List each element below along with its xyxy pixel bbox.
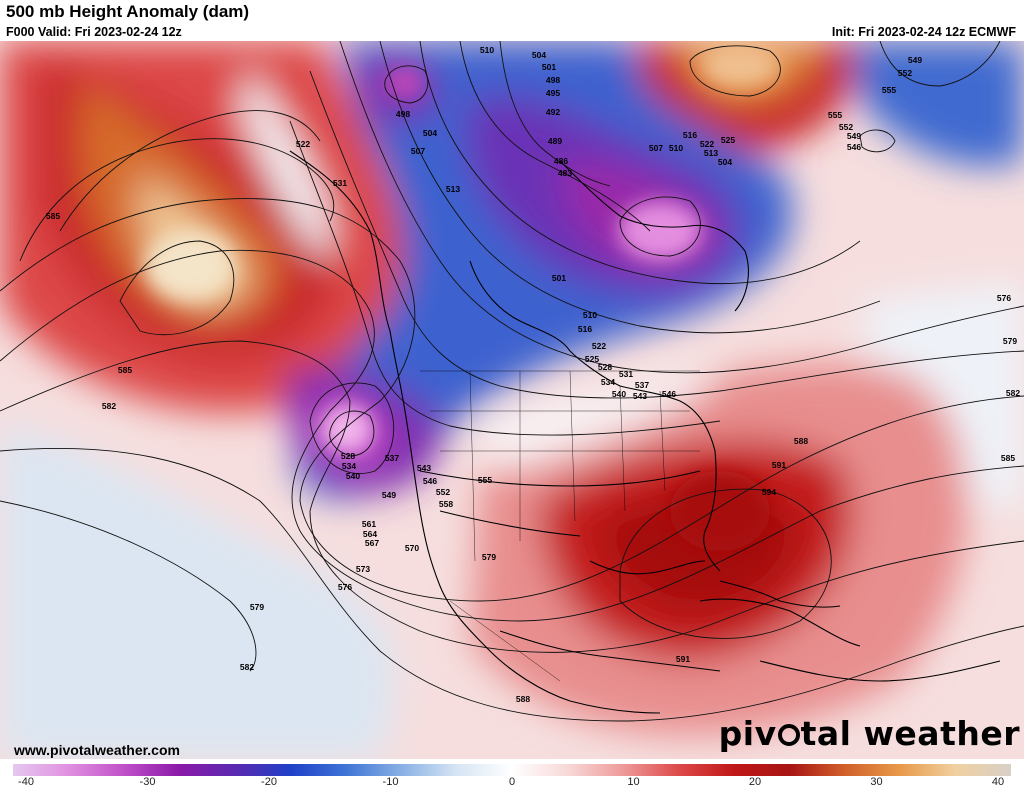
init-time: Init: Fri 2023-02-24 12z ECMWF	[831, 25, 1016, 39]
height-contours	[0, 41, 1024, 722]
contour-label: 489	[548, 136, 562, 146]
contour-labels: 510 5045014984954924894864834985045075225…	[46, 45, 1020, 704]
contour-label: 585	[1001, 453, 1015, 463]
contour-label: 492	[546, 107, 560, 117]
pivotal-weather-logo: piv tal weather	[718, 714, 1020, 753]
contour-label: 504	[532, 50, 546, 60]
contour-label: 576	[997, 293, 1011, 303]
contour-label: 507	[411, 146, 425, 156]
contour-label: 591	[676, 654, 690, 664]
contour-label: 579	[250, 602, 264, 612]
contour-label: 534	[342, 461, 356, 471]
colorbar-tick-label: 40	[991, 776, 1005, 788]
contour-label: 582	[240, 662, 254, 672]
contour-label: 504	[423, 128, 437, 138]
contour-label: 513	[446, 184, 460, 194]
colorbar-tick-label: -40	[18, 776, 34, 788]
contour-label: 501	[552, 273, 566, 283]
contour-label: 558	[439, 499, 453, 509]
anomaly-cores	[145, 44, 780, 551]
colorbar-tick-label: -30	[139, 776, 156, 788]
colorbar-tick-label: -10	[382, 776, 399, 788]
contour-label: 528	[341, 451, 355, 461]
contour-label: 579	[1003, 336, 1017, 346]
contour-label: 591	[772, 460, 786, 470]
contour-label: 531	[619, 369, 633, 379]
contour-label: 513	[704, 148, 718, 158]
logo-o-icon	[777, 724, 800, 746]
contour-label: 534	[601, 377, 615, 387]
colorbar-tick-label: 10	[627, 776, 640, 788]
contour-label: 549	[382, 490, 396, 500]
contour-label: 537	[635, 380, 649, 390]
state-borders	[420, 370, 700, 682]
contour-label: 522	[700, 139, 714, 149]
contour-label: 561	[362, 519, 376, 529]
contour-label: 552	[898, 68, 912, 78]
contour-label: 594	[762, 487, 776, 497]
contour-label: 531	[333, 178, 347, 188]
contour-label: 555	[828, 110, 842, 120]
contour-label: 588	[794, 436, 808, 446]
contour-label: 546	[662, 389, 676, 399]
contour-label: 516	[578, 324, 592, 334]
contour-label: 528	[598, 362, 612, 372]
contour-label: 549	[908, 55, 922, 65]
contour-label: 564	[363, 529, 377, 539]
contour-label: 522	[592, 341, 606, 351]
contour-label: 510	[583, 310, 597, 320]
contour-label: 540	[346, 471, 360, 481]
contour-label: 567	[365, 538, 379, 548]
contour-label: 504	[718, 157, 732, 167]
contour-label: 483	[558, 168, 572, 178]
contour-label: 585	[46, 211, 60, 221]
contour-label: 525	[721, 135, 735, 145]
contour-label: 495	[546, 88, 560, 98]
contour-label: 582	[1006, 388, 1020, 398]
coastlines	[289, 150, 1001, 714]
colorbar-tick-label: -20	[261, 776, 277, 788]
colorbar-tick-label: 30	[870, 776, 883, 788]
contour-label: 579	[482, 552, 496, 562]
contour-label: 588	[516, 694, 530, 704]
contour-label: 546	[423, 476, 437, 486]
contour-label: 510	[669, 143, 683, 153]
contour-label: 546	[847, 142, 861, 152]
contour-label: 585	[118, 365, 132, 375]
contour-label: 555	[478, 475, 492, 485]
valid-time: F000 Valid: Fri 2023-02-24 12z	[6, 25, 182, 39]
contour-label: 486	[554, 156, 568, 166]
contour-label: 576	[338, 582, 352, 592]
height-anomaly-map[interactable]: 510 504 501 498 495 492 489 486 483 498 504 507 522 5…	[0, 41, 1024, 759]
colorbar-tick-label: 20	[748, 776, 762, 788]
contour-label: 510	[480, 45, 494, 55]
contour-label: 498	[396, 109, 410, 119]
contour-label: 522	[296, 139, 310, 149]
colorbar-tick-label: 0	[508, 776, 516, 788]
contour-label: 582	[102, 401, 116, 411]
map-title: 500 mb Height Anomaly (dam)	[6, 2, 250, 21]
contour-label: 498	[546, 75, 560, 85]
contour-label: 552	[436, 487, 450, 497]
contour-label: 543	[417, 463, 431, 473]
contour-label: 549	[847, 131, 861, 141]
contour-label: 501	[542, 62, 556, 72]
contour-label: 570	[405, 543, 419, 553]
contour-label: 552	[839, 122, 853, 132]
contour-label: 555	[882, 85, 896, 95]
contour-label: 516	[683, 130, 697, 140]
contour-label: 540	[612, 389, 626, 399]
colorbar	[13, 764, 1011, 776]
contour-label: 507	[649, 143, 663, 153]
website-url[interactable]: www.pivotalweather.com	[14, 742, 180, 758]
contour-label: 537	[385, 453, 399, 463]
contour-label: 543	[633, 391, 647, 401]
contour-label: 573	[356, 564, 370, 574]
contour-label: 525	[585, 354, 599, 364]
